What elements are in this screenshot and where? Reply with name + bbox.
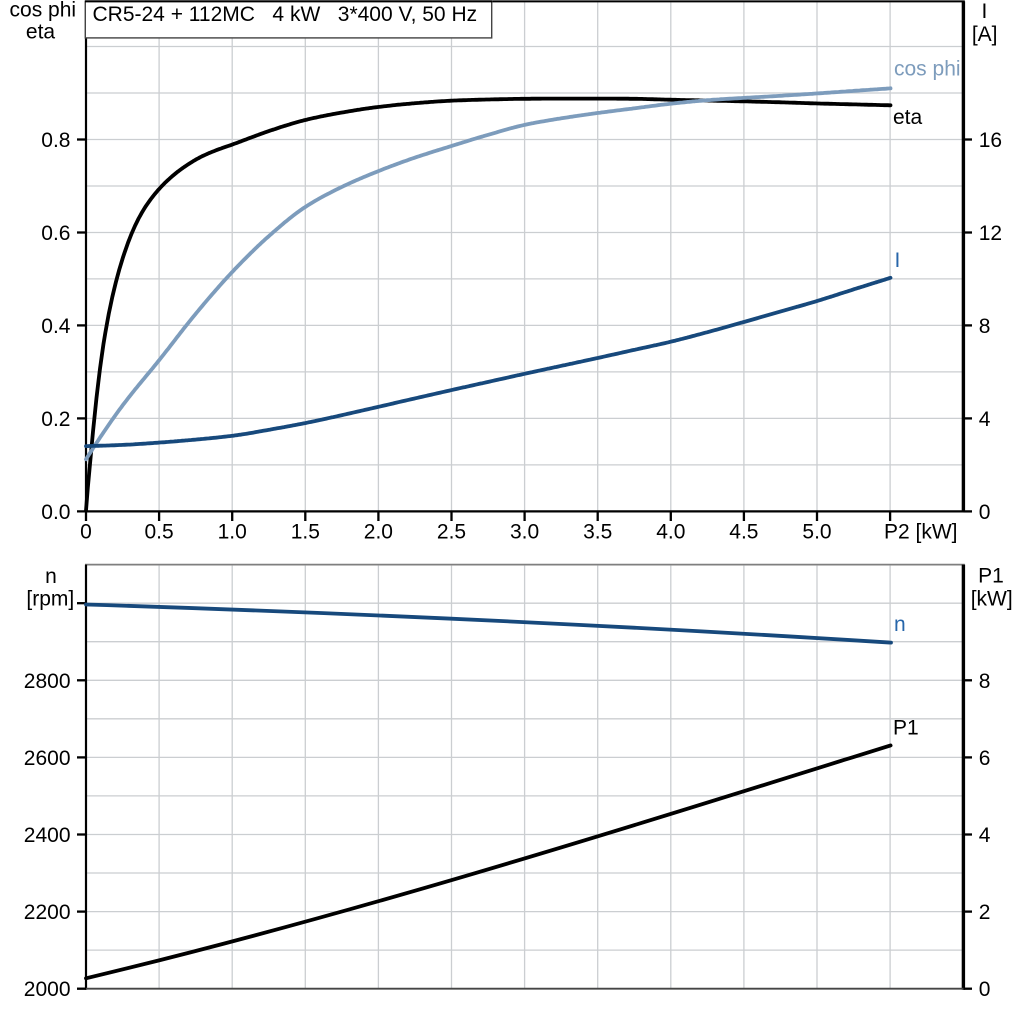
svg-text:4.5: 4.5 [729, 521, 758, 544]
svg-text:[kW]: [kW] [971, 588, 1013, 611]
svg-text:[rpm]: [rpm] [26, 588, 74, 611]
svg-text:1.5: 1.5 [291, 521, 320, 544]
svg-text:4: 4 [979, 408, 991, 431]
svg-text:cos phi: cos phi [10, 0, 77, 21]
svg-text:0: 0 [979, 978, 991, 1001]
svg-text:P1: P1 [893, 717, 919, 740]
svg-text:0: 0 [80, 521, 92, 544]
svg-text:cos phi: cos phi [894, 58, 961, 81]
svg-text:2.0: 2.0 [364, 521, 393, 544]
svg-text:[A]: [A] [972, 23, 998, 46]
svg-text:2800: 2800 [24, 670, 71, 693]
svg-text:I: I [981, 0, 987, 23]
svg-text:eta: eta [26, 21, 56, 44]
svg-text:3.5: 3.5 [583, 521, 612, 544]
svg-text:n: n [894, 613, 906, 636]
svg-text:0.2: 0.2 [41, 408, 70, 431]
svg-text:16: 16 [979, 129, 1002, 152]
svg-text:I: I [895, 249, 901, 272]
svg-text:n: n [45, 565, 57, 588]
svg-text:2600: 2600 [24, 747, 71, 770]
svg-text:2200: 2200 [24, 901, 71, 924]
svg-text:5.0: 5.0 [802, 521, 831, 544]
svg-text:1.0: 1.0 [218, 521, 247, 544]
svg-text:0.6: 0.6 [41, 222, 70, 245]
svg-text:0.5: 0.5 [144, 521, 173, 544]
svg-text:P1: P1 [978, 565, 1004, 588]
svg-text:2: 2 [979, 901, 991, 924]
svg-text:P2 [kW]: P2 [kW] [884, 521, 958, 544]
svg-text:2000: 2000 [24, 978, 71, 1001]
svg-text:0.8: 0.8 [41, 129, 70, 152]
svg-text:3.0: 3.0 [510, 521, 539, 544]
svg-text:12: 12 [979, 222, 1002, 245]
svg-text:8: 8 [979, 670, 991, 693]
svg-text:0.4: 0.4 [41, 315, 71, 338]
svg-text:4: 4 [979, 824, 991, 847]
svg-text:0.0: 0.0 [41, 501, 70, 524]
svg-text:8: 8 [979, 315, 991, 338]
svg-text:2400: 2400 [24, 824, 71, 847]
svg-text:2.5: 2.5 [437, 521, 466, 544]
svg-text:6: 6 [979, 747, 991, 770]
svg-text:CR5-24 + 112MC 4 kW 3*400: CR5-24 + 112MC 4 kW 3*400 V, 50 Hz [93, 3, 478, 26]
svg-text:eta: eta [893, 106, 923, 129]
svg-text:4.0: 4.0 [656, 521, 685, 544]
svg-text:0: 0 [979, 501, 991, 524]
